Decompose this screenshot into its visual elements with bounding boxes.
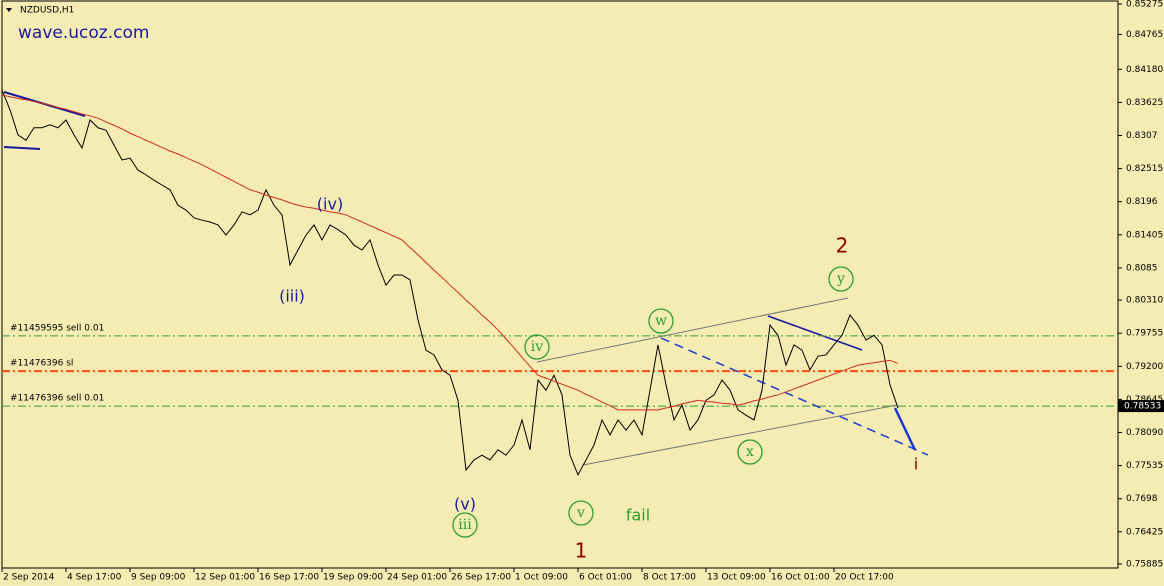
y-tick-label: 0.7698	[1126, 494, 1158, 504]
wave-circle	[737, 439, 763, 465]
x-tick-label: 9 Sep 09:00	[131, 573, 186, 583]
wave-label: v	[576, 505, 585, 521]
wave-label: i	[914, 455, 918, 474]
wave-label: 1	[575, 539, 588, 563]
y-tick-label: 0.79755	[1126, 329, 1163, 339]
x-tick-label: 12 Sep 01:00	[195, 573, 255, 583]
wave-circle	[524, 334, 550, 360]
wave-label: x	[746, 444, 754, 460]
x-tick-label: 1 Oct 09:00	[515, 573, 568, 583]
wave-label: (iv)	[317, 195, 343, 214]
y-tick-label: 0.77535	[1126, 461, 1163, 471]
wave-label: (iii)	[279, 287, 305, 306]
wave-label: fail	[626, 506, 650, 525]
x-tick-label: 8 Oct 17:00	[643, 573, 696, 583]
wave-circle	[452, 512, 478, 538]
y-tick-label: 0.83625	[1126, 98, 1163, 108]
x-tick-label: 16 Sep 17:00	[259, 573, 319, 583]
y-tick-label: 0.79200	[1126, 362, 1163, 372]
channel-line	[582, 404, 898, 466]
channel-line	[536, 297, 849, 363]
current-price-box	[1118, 400, 1164, 413]
y-tick-label: 0.84180	[1126, 65, 1163, 75]
y-tick-label: 0.85275	[1126, 0, 1163, 10]
wave-circle	[828, 266, 854, 292]
wave-label: y	[836, 271, 845, 287]
symbol-label: NZDUSD,H1	[20, 6, 74, 16]
price-line	[1, 89, 899, 477]
wave-label: 2	[836, 234, 849, 258]
wave-label: (v)	[454, 495, 476, 514]
x-tick-label: 24 Sep 01:00	[387, 573, 447, 583]
y-tick-label: 0.80310	[1126, 296, 1163, 306]
trend-line	[767, 315, 863, 351]
x-tick-label: 20 Oct 17:00	[835, 573, 894, 583]
wave-circles	[452, 266, 854, 538]
wave-circle	[568, 500, 594, 526]
order-label: #11476396 sell 0.01	[10, 394, 104, 404]
wave-label: w	[655, 313, 667, 329]
y-tick-label: 0.78090	[1126, 428, 1163, 438]
x-tick-label: 2 Sep 2014	[3, 573, 55, 583]
x-tick-label: 6 Oct 01:00	[579, 573, 632, 583]
y-tick-label: 0.82515	[1126, 164, 1163, 174]
order-label: #11476396 sl	[10, 359, 73, 369]
x-tick-label: 16 Oct 01:00	[771, 573, 830, 583]
x-tick-label: 4 Sep 17:00	[67, 573, 122, 583]
y-tick-label: 0.8085	[1126, 263, 1158, 273]
y-tick-label: 0.75885	[1126, 560, 1163, 570]
y-tick-label: 0.8196	[1126, 197, 1158, 207]
trend-line	[3, 146, 41, 150]
y-tick-label: 0.84765	[1126, 30, 1163, 40]
y-tick-label: 0.81405	[1126, 230, 1163, 240]
y-tick-label: 0.76425	[1126, 527, 1163, 537]
plot-frame	[1, 0, 1119, 569]
dropdown-icon	[6, 8, 12, 12]
x-tick-label: 26 Sep 17:00	[451, 573, 511, 583]
y-tick-label: 0.8307	[1126, 131, 1158, 141]
current-price-label: 0.78533	[1124, 402, 1161, 412]
trend-line	[893, 407, 917, 451]
x-tick-label: 19 Sep 09:00	[323, 573, 383, 583]
x-tick-label: 13 Oct 09:00	[707, 573, 766, 583]
wave-label: iii	[458, 517, 472, 533]
order-label: #11459595 sell 0.01	[10, 323, 104, 333]
wave-circle	[648, 308, 674, 334]
watermark: wave.ucoz.com	[18, 23, 149, 43]
moving-average	[1, 94, 899, 411]
trend-line	[660, 337, 929, 456]
wave-label: iv	[531, 339, 543, 355]
y-tick-label: 0.78645	[1126, 395, 1163, 405]
